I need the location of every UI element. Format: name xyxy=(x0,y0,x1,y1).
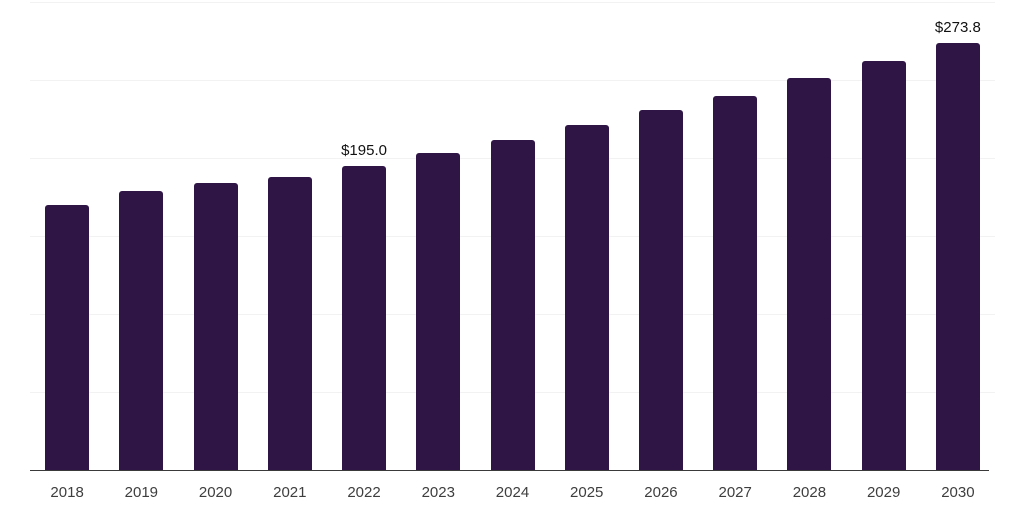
x-tick-label-2020: 2020 xyxy=(198,484,233,501)
x-tick-label-2024: 2024 xyxy=(495,484,530,501)
bar-2022 xyxy=(342,165,387,470)
x-tick-label-2021: 2021 xyxy=(273,484,307,501)
bar-2025 xyxy=(564,125,609,470)
x-tick-label-2025: 2025 xyxy=(570,484,604,501)
value-label-2030: $273.8 xyxy=(934,18,981,36)
bar-2030 xyxy=(935,42,980,470)
bar-2018 xyxy=(45,204,90,470)
bar-2021 xyxy=(267,176,312,470)
x-tick-label-2026: 2026 xyxy=(644,484,678,501)
x-tick-label-2030: 2030 xyxy=(941,484,975,501)
bar-2029 xyxy=(861,61,906,470)
x-tick-label-2027: 2027 xyxy=(718,484,752,501)
gridline-250 xyxy=(30,80,995,81)
x-tick-label-2023: 2023 xyxy=(421,484,455,501)
x-tick-label-2029: 2029 xyxy=(866,484,901,501)
x-axis-line xyxy=(30,469,990,471)
x-tick-label-2022: 2022 xyxy=(347,484,381,501)
bar-2019 xyxy=(119,190,164,470)
bar-2026 xyxy=(638,110,683,470)
x-tick-label-2018: 2018 xyxy=(50,484,84,501)
bar-2027 xyxy=(713,95,758,470)
gridline-300 xyxy=(30,2,995,3)
x-tick-label-2028: 2028 xyxy=(792,484,827,501)
plot-area: $195.0 $273.8 xyxy=(30,2,995,471)
bar-2020 xyxy=(193,182,238,470)
bar-2023 xyxy=(416,152,461,470)
value-label-2022: $195.0 xyxy=(341,141,387,159)
bar-2024 xyxy=(490,140,535,470)
bar-2028 xyxy=(787,78,832,470)
x-tick-label-2019: 2019 xyxy=(124,484,159,501)
